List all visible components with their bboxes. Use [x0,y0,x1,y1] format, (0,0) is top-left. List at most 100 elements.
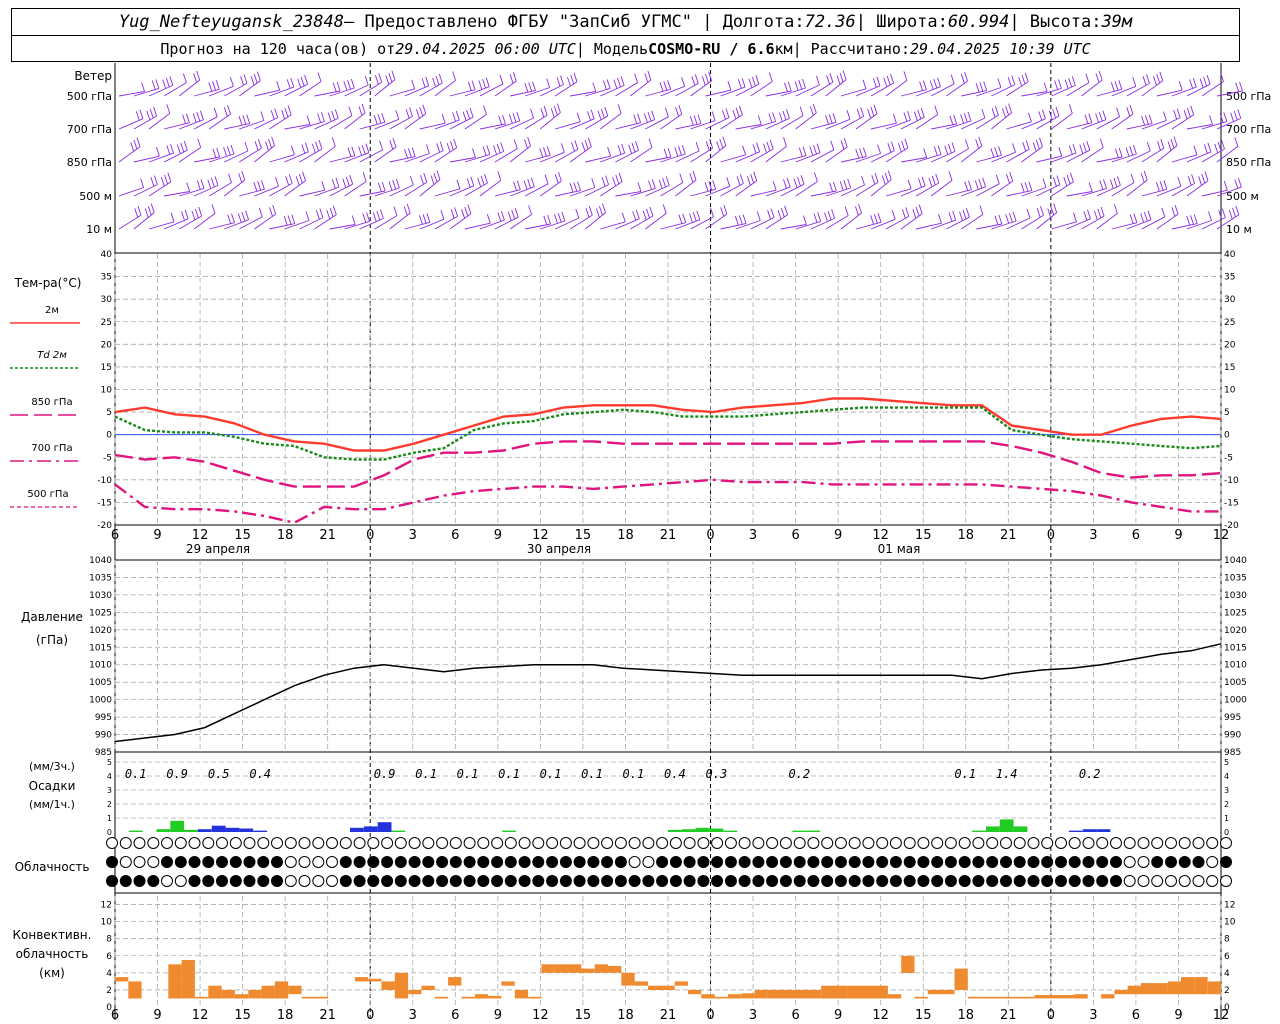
wind-barb-feather [544,174,549,184]
wind-barb-shaft [885,188,912,197]
wind-barb-shaft [855,113,878,130]
wind-barb-feather [918,178,922,188]
wind-barb-feather [836,75,841,85]
wind-barb-shaft [615,82,638,97]
bottom-time-tick-label: 12 [872,1008,889,1023]
wind-barb-feather [890,141,895,151]
wind-barb-feather [229,77,234,87]
cloud-cover-symbol [1096,837,1109,849]
cloud-cover-symbol [834,856,847,868]
wind-barb-feather [904,138,909,148]
cloud-cover-symbol [312,837,325,849]
wind-barb-shaft [1066,82,1090,97]
wind-barb-feather [692,211,697,222]
wind-barb-shaft [389,116,413,130]
wind-barb-shaft [1186,180,1209,197]
temp-tick-left: 30 [101,295,113,305]
wind-barb-feather [227,214,232,224]
cloud-cover-symbol [614,856,627,868]
cloud-cover-symbol [147,856,160,868]
wind-barb-shaft [224,219,249,230]
wind-barb-feather [135,111,140,121]
wind-barb-feather [994,106,999,116]
wind-barb-shaft [976,154,1002,163]
wind-barb-feather [569,183,574,193]
wind-barb-shaft [795,84,820,97]
cloud-cover-symbol [339,837,352,849]
wind-barb-feather [812,103,817,114]
pressure-unit: (гПа) [36,633,68,647]
wind-barb-feather [133,139,138,150]
wind-barb-shaft [1081,79,1103,97]
wind-barb-shaft [419,150,444,163]
wind-barb-feather [1005,105,1010,116]
wind-barb-feather [327,112,332,122]
cloud-cover-symbol [408,856,421,868]
time-tick-label: 15 [915,528,932,543]
wind-barb-feather [856,109,861,119]
wind-barb-shaft [885,147,909,163]
wind-barb-feather [767,210,772,220]
wind-barb-feather [317,72,322,82]
wind-barb-shaft [178,79,200,97]
cloud-cover-symbol [229,875,242,887]
cloud-cover-symbol [243,856,256,868]
wind-barb-feather [288,174,293,184]
wind-barb-feather [482,146,487,156]
wind-barb-feather [678,214,683,224]
wind-barb-shaft [1216,186,1242,197]
wind-barb-shaft [901,157,927,163]
wind-barb-feather [1113,177,1118,188]
wind-barb-feather [454,207,459,217]
wind-barb-feather [982,177,987,187]
cloud-cover-symbol [1082,856,1095,868]
wind-barb-feather [617,77,621,88]
cloud-cover-symbol [436,856,449,868]
wind-barb-feather [722,110,726,120]
cloud-cover-symbol [711,856,724,868]
wind-barb-feather [828,114,833,124]
wind-barb-feather [1140,173,1145,183]
wind-barb-feather [738,105,743,115]
cloud-cover-symbol [683,875,696,887]
wind-barb-feather [311,143,316,154]
wind-barb-feather [392,180,397,190]
wind-barb-feather [1132,77,1137,87]
wind-barb-shaft [916,153,942,163]
wind-barb-feather [349,175,354,185]
wind-barb-shaft [269,183,293,197]
wind-barb-feather [286,79,291,89]
wind-barb-feather [710,207,714,217]
cloud-cover-symbol [1027,856,1040,868]
wind-barb-shaft [976,183,1000,197]
wind-barb-feather [300,76,305,87]
wind-barb-feather [964,71,969,82]
wind-barb-feather [861,175,865,186]
wind-barb-shaft [1126,219,1152,230]
wind-barb-feather [238,116,243,126]
wind-barb-shaft [840,184,865,197]
cloud-cover-symbol [889,856,902,868]
wind-barb-shaft [524,154,551,163]
cloud-cover-symbol [367,875,380,887]
wind-barb-shaft [735,180,757,197]
wind-barb-shaft [389,156,416,163]
wind-barb-feather [389,140,394,150]
wind-barb-feather [379,209,384,219]
conv-cloud-bar [821,985,848,999]
wind-barb-feather [462,111,467,121]
wind-barb-shaft [133,212,155,230]
cloud-cover-symbol [944,875,957,887]
precip-tick-left: 0 [107,828,112,837]
wind-barb-feather [923,148,928,158]
wind-barb-feather [539,148,544,158]
wind-barb-feather [1178,81,1183,91]
wind-barb-feather [854,206,859,216]
wind-barb-feather [709,139,714,149]
precip-amount-label: 0.1 [125,767,147,781]
wind-barb-feather [351,146,356,156]
cloud-cover-symbol [546,856,559,868]
wind-barb-feather [1052,108,1057,119]
wind-barb-shaft [1066,191,1093,197]
cloud-cover-symbol [408,837,421,849]
